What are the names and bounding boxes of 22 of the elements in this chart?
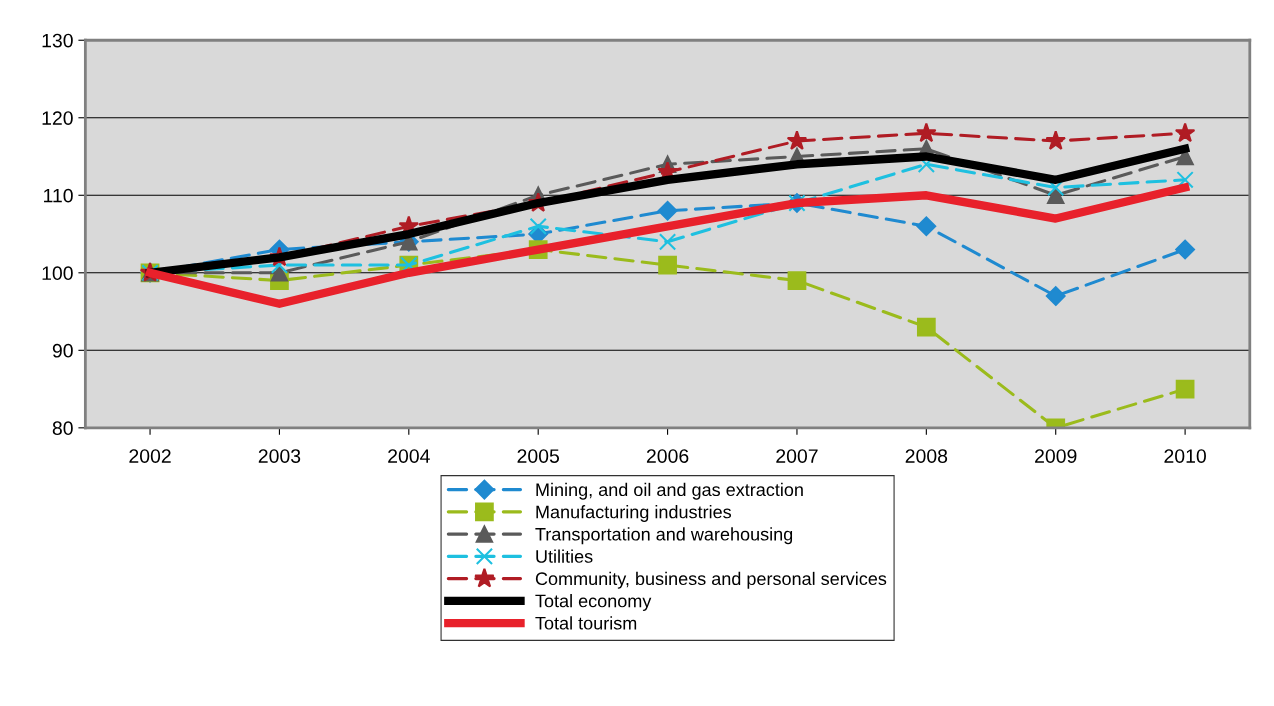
legend-label: Total economy (535, 594, 652, 611)
x-tick-label: 2004 (388, 449, 430, 463)
x-tick-label: 2003 (258, 449, 301, 463)
legend-label: Total tourism (535, 616, 637, 630)
x-tick-label: 2008 (905, 449, 948, 463)
y-tick-label: 130 (42, 33, 73, 48)
legend-label: Mining, and oil and gas extraction (536, 482, 803, 500)
x-tick-label: 2002 (129, 449, 171, 463)
legend-label: Manufacturing industries (536, 505, 732, 522)
y-tick-label: 80 (52, 421, 73, 436)
y-tick-label: 110 (44, 188, 73, 203)
legend-label: Community, business and personal services (535, 571, 887, 589)
y-tick-label: 90 (52, 343, 73, 358)
x-tick-label: 2006 (646, 449, 689, 463)
legend-label: Utilities (536, 549, 593, 563)
x-tick-label: 2010 (1164, 449, 1206, 463)
legend-label: Transportation and warehousing (535, 527, 793, 545)
y-tick-label: 100 (42, 266, 73, 281)
x-tick-label: 2005 (517, 449, 560, 463)
x-tick-label: 2007 (776, 449, 818, 463)
x-tick-label: 2009 (1035, 449, 1077, 463)
y-tick-label: 120 (42, 111, 73, 125)
